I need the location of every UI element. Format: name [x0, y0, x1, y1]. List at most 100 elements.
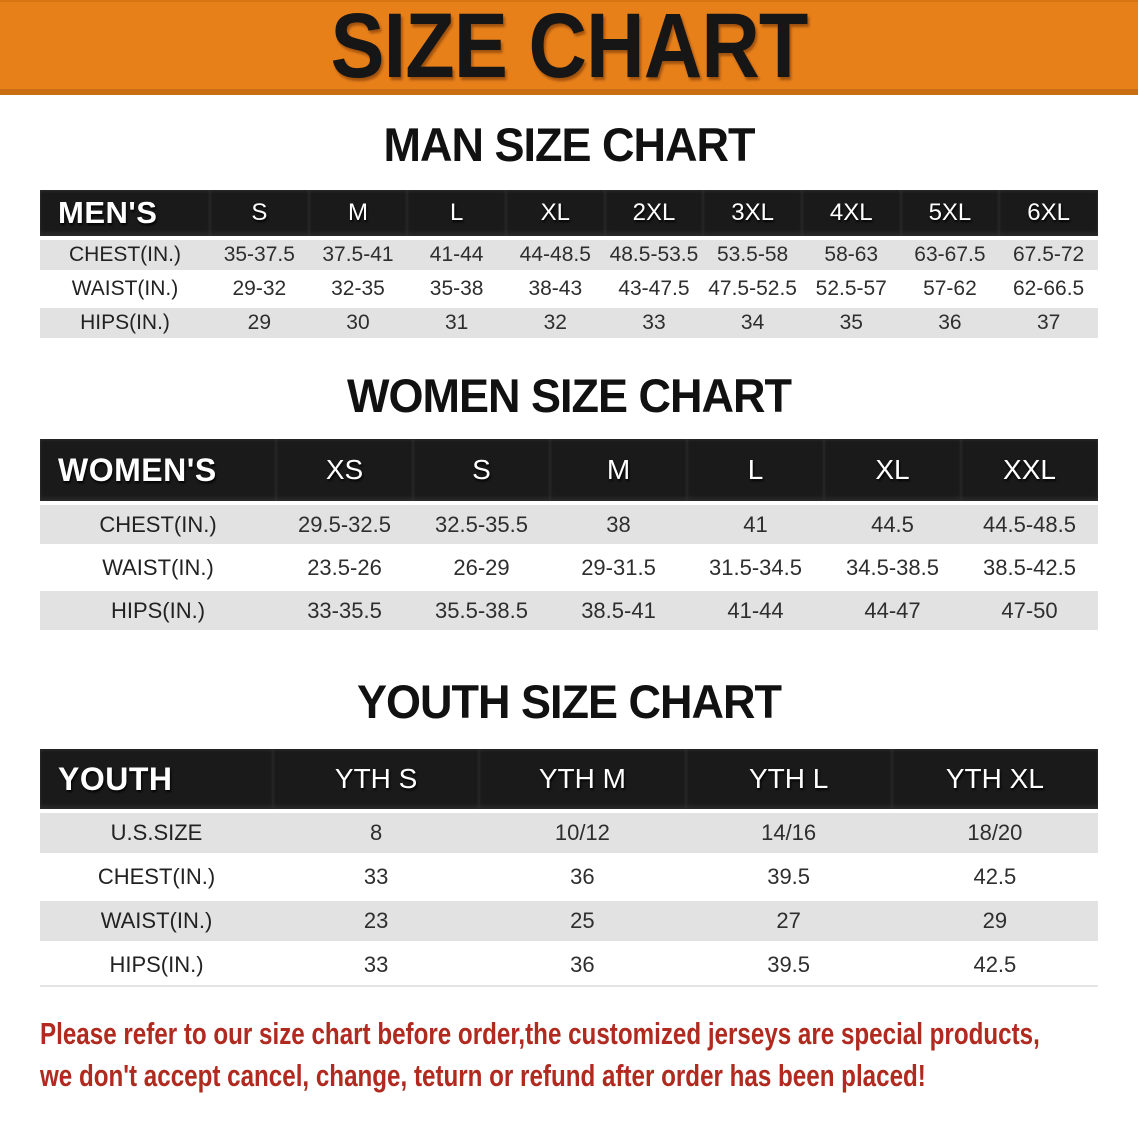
measurement-value-cell: 57-62 — [900, 270, 1000, 304]
size-column-header: L — [407, 190, 506, 236]
measurement-value-cell: 53.5-58 — [703, 236, 802, 270]
measurement-value-cell: 39.5 — [685, 941, 892, 985]
order-disclaimer: Please refer to our size chart before or… — [40, 1013, 1138, 1097]
measurement-row: WAIST(IN.) 29-32 32-35 35-38 38-43 43-47.5 47.… — [40, 270, 1098, 304]
measurement-value-cell: 34.5-38.5 — [824, 544, 961, 587]
measurement-value-cell: 36 — [479, 853, 686, 897]
measurement-value-cell: 67.5-72 — [999, 236, 1098, 270]
measurement-row-label: U.S.SIZE — [40, 809, 273, 853]
measurement-value-cell: 39.5 — [685, 853, 892, 897]
measurement-row: U.S.SIZE 8 10/12 14/16 18/20 — [40, 809, 1098, 853]
measurement-row: HIPS(IN.) 29 30 31 32 33 34 35 36 37 — [40, 304, 1098, 338]
measurement-value-cell: 29-32 — [210, 270, 309, 304]
measurement-value-cell: 42.5 — [891, 941, 1098, 985]
measurement-value-cell: 37 — [999, 304, 1098, 338]
size-column-header: 6XL — [999, 190, 1098, 236]
measurement-value-cell: 58-63 — [801, 236, 901, 270]
measurement-row: HIPS(IN.) 33 36 39.5 42.5 — [40, 941, 1098, 985]
measurement-value-cell: 36 — [900, 304, 1000, 338]
measurement-value-cell: 31.5-34.5 — [687, 544, 824, 587]
measurement-value-cell: 29 — [210, 304, 309, 338]
measurement-value-cell: 37.5-41 — [308, 236, 408, 270]
measurement-value-cell: 35-38 — [407, 270, 506, 304]
measurement-value-cell: 63-67.5 — [900, 236, 1000, 270]
measurement-value-cell: 27 — [685, 897, 892, 941]
size-column-header: XL — [505, 190, 605, 236]
measurement-value-cell: 30 — [308, 304, 408, 338]
size-column-header: XS — [276, 439, 413, 501]
disclaimer-line-1: Please refer to our size chart before or… — [40, 1016, 1040, 1051]
youth-section-heading: YOUTH SIZE CHART — [356, 674, 782, 729]
measurement-value-cell: 33 — [273, 941, 480, 985]
banner-title: SIZE CHART — [330, 0, 809, 97]
measurement-value-cell: 38.5-41 — [550, 587, 687, 630]
measurement-value-cell: 38.5-42.5 — [961, 544, 1098, 587]
measurement-value-cell: 47-50 — [961, 587, 1098, 630]
size-column-header: 2XL — [604, 190, 704, 236]
size-column-header: 5XL — [900, 190, 1000, 236]
measurement-value-cell: 34 — [703, 304, 802, 338]
measurement-value-cell: 8 — [273, 809, 480, 853]
women-size-section: WOMEN SIZE CHART WOMEN'S XS S M L XL XXL CHEST(… — [0, 368, 1138, 630]
measurement-value-cell: 62-66.5 — [999, 270, 1098, 304]
measurement-value-cell: 44-48.5 — [505, 236, 605, 270]
measurement-row-label: HIPS(IN.) — [40, 941, 273, 985]
size-column-header: YTH L — [685, 749, 892, 809]
size-table-header-row: WOMEN'S XS S M L XL XXL — [40, 439, 1098, 501]
size-column-header: XXL — [961, 439, 1098, 501]
measurement-row: CHEST(IN.) 29.5-32.5 32.5-35.5 38 41 44.5 44.5… — [40, 501, 1098, 544]
youth-size-table: YOUTH YTH S YTH M YTH L YTH XL U.S.SIZE 8 10/12… — [40, 749, 1098, 987]
measurement-value-cell: 29.5-32.5 — [276, 501, 413, 544]
women-size-table: WOMEN'S XS S M L XL XXL CHEST(IN.) 29.5-32.5 32.5… — [40, 439, 1098, 630]
size-column-header: M — [550, 439, 687, 501]
measurement-row-label: WAIST(IN.) — [40, 270, 210, 304]
measurement-value-cell: 52.5-57 — [801, 270, 901, 304]
measurement-value-cell: 33 — [273, 853, 480, 897]
measurement-value-cell: 35.5-38.5 — [413, 587, 550, 630]
size-column-header: L — [687, 439, 824, 501]
men-size-table: MEN'S S M L XL 2XL 3XL 4XL 5XL 6XL CHEST(IN.) 35-37… — [40, 190, 1098, 338]
measurement-value-cell: 23 — [273, 897, 480, 941]
measurement-value-cell: 31 — [407, 304, 506, 338]
measurement-value-cell: 41 — [687, 501, 824, 544]
measurement-row: WAIST(IN.) 23 25 27 29 — [40, 897, 1098, 941]
measurement-value-cell: 35-37.5 — [210, 236, 309, 270]
table-group-label: YOUTH — [40, 749, 273, 809]
measurement-row-label: HIPS(IN.) — [40, 304, 210, 338]
measurement-row-label: CHEST(IN.) — [40, 853, 273, 897]
size-column-header: YTH S — [273, 749, 480, 809]
youth-size-section: YOUTH SIZE CHART YOUTH YTH S YTH M YTH L YTH… — [0, 674, 1138, 987]
measurement-value-cell: 42.5 — [891, 853, 1098, 897]
size-column-header: M — [308, 190, 408, 236]
measurement-value-cell: 44.5 — [824, 501, 961, 544]
measurement-value-cell: 26-29 — [413, 544, 550, 587]
measurement-value-cell: 36 — [479, 941, 686, 985]
measurement-value-cell: 41-44 — [407, 236, 506, 270]
measurement-row: HIPS(IN.) 33-35.5 35.5-38.5 38.5-41 41-44 44-… — [40, 587, 1098, 630]
size-column-header: 3XL — [703, 190, 802, 236]
men-section-heading: MAN SIZE CHART — [383, 117, 756, 172]
measurement-value-cell: 44-47 — [824, 587, 961, 630]
measurement-value-cell: 41-44 — [687, 587, 824, 630]
size-column-header: XL — [824, 439, 961, 501]
measurement-row: WAIST(IN.) 23.5-26 26-29 29-31.5 31.5-34.5 34… — [40, 544, 1098, 587]
measurement-row-label: CHEST(IN.) — [40, 236, 210, 270]
table-group-label: MEN'S — [40, 190, 210, 236]
size-column-header: S — [210, 190, 309, 236]
measurement-value-cell: 18/20 — [891, 809, 1098, 853]
size-column-header: YTH M — [479, 749, 686, 809]
men-size-section: MAN SIZE CHART MEN'S S M L XL 2XL 3XL 4XL 5XL 6XL… — [0, 117, 1138, 338]
measurement-value-cell: 35 — [801, 304, 901, 338]
measurement-value-cell: 25 — [479, 897, 686, 941]
measurement-row: CHEST(IN.) 33 36 39.5 42.5 — [40, 853, 1098, 897]
measurement-row-label: CHEST(IN.) — [40, 501, 276, 544]
measurement-value-cell: 48.5-53.5 — [604, 236, 704, 270]
measurement-row-label: WAIST(IN.) — [40, 544, 276, 587]
women-section-heading: WOMEN SIZE CHART — [347, 368, 792, 423]
measurement-value-cell: 32 — [505, 304, 605, 338]
measurement-value-cell: 32.5-35.5 — [413, 501, 550, 544]
measurement-value-cell: 44.5-48.5 — [961, 501, 1098, 544]
size-table-header-row: MEN'S S M L XL 2XL 3XL 4XL 5XL 6XL — [40, 190, 1098, 236]
measurement-value-cell: 10/12 — [479, 809, 686, 853]
measurement-value-cell: 32-35 — [308, 270, 408, 304]
